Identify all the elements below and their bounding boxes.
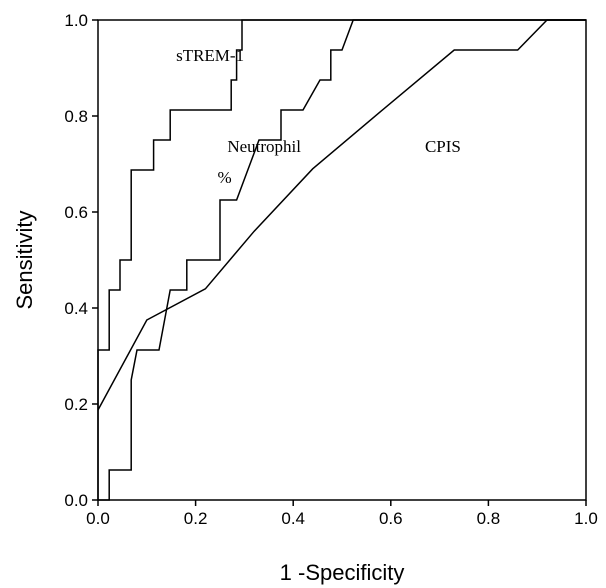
strem1-curve (97, 19, 586, 500)
annotation-label: Neutrophil (227, 137, 301, 156)
y-tick-label: 0.2 (64, 395, 88, 414)
y-tick-label: 0.6 (64, 203, 88, 222)
y-axis-label: Sensitivity (12, 210, 37, 309)
axis-ticks: 0.0 0.2 0.4 0.6 0.8 1.0 0.0 0.2 0.4 0.6 0.8 1.0 (64, 11, 597, 528)
y-tick-label: 0.0 (64, 491, 88, 510)
annotation-label: CPIS (425, 137, 461, 156)
curve-annotations: sTREM-1 Neutrophil% CPIS (176, 46, 461, 187)
cpis-curve (97, 19, 586, 411)
x-axis-label: 1 -Specificity (280, 560, 405, 585)
x-tick-label: 1.0 (574, 509, 598, 528)
neutrophil-curve (98, 19, 586, 501)
y-tick-label: 0.8 (64, 107, 88, 126)
plot-frame (97, 19, 587, 501)
roc-curves (97, 19, 586, 501)
annotation-label: % (218, 168, 232, 187)
x-tick-label: 0.6 (379, 509, 403, 528)
x-tick-label: 0.4 (281, 509, 305, 528)
x-tick-label: 0.2 (184, 509, 208, 528)
x-tick-label: 0.0 (86, 509, 110, 528)
x-tick-label: 0.8 (477, 509, 501, 528)
y-tick-label: 1.0 (64, 11, 88, 30)
y-tick-label: 0.4 (64, 299, 88, 318)
annotation-label: sTREM-1 (176, 46, 244, 65)
